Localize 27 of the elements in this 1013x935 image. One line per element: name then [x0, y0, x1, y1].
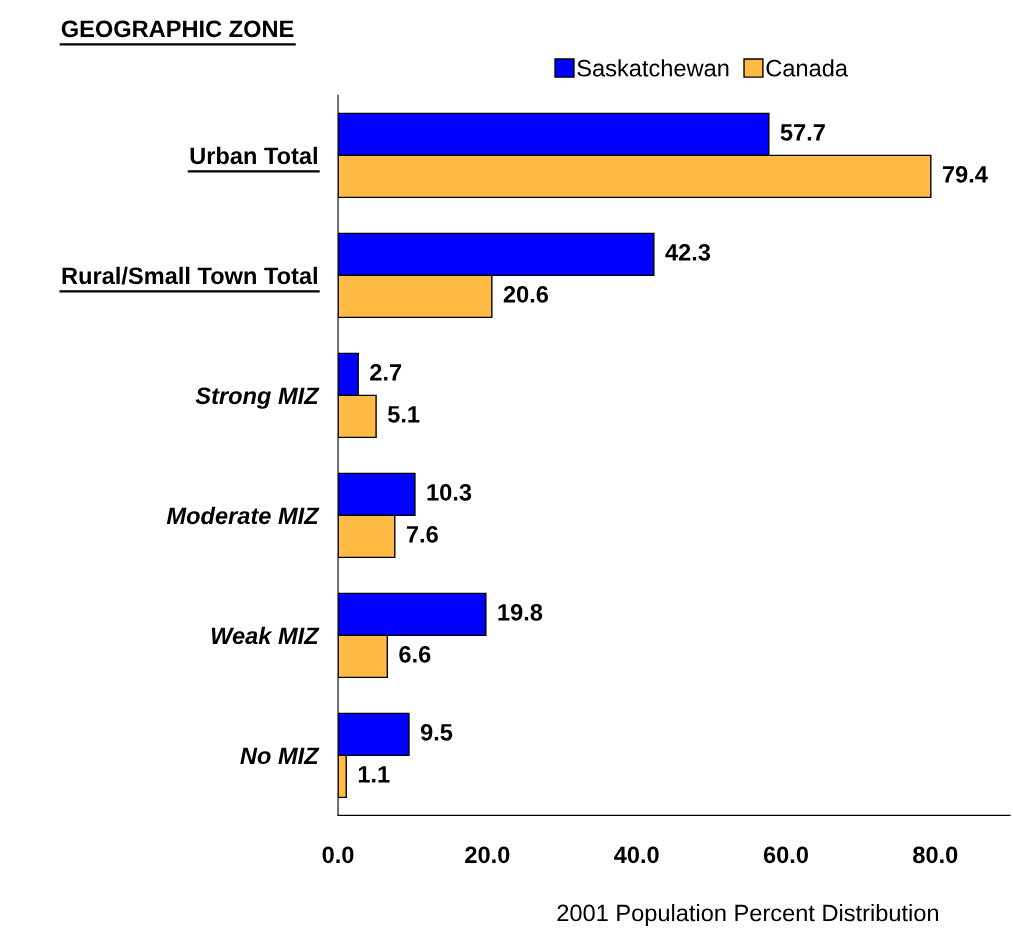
data-label: 20.6: [503, 285, 549, 303]
x-tick-label: 80.0: [913, 846, 958, 864]
data-label: 5.1: [387, 406, 420, 423]
data-label: 7.6: [406, 525, 438, 543]
data-label: 19.8: [498, 603, 543, 621]
data-label: 79.4: [942, 165, 988, 183]
x-tick-label: 20.0: [465, 846, 510, 864]
data-label: 42.3: [665, 243, 711, 261]
data-label: 10.3: [427, 483, 472, 501]
data-label: 2.7: [370, 363, 402, 381]
x-tick-label: 0.0: [322, 846, 354, 864]
chart-title: GEOGRAPHIC ZONE: [61, 20, 294, 38]
data-label: 6.6: [399, 645, 431, 663]
y-tick-label: Rural/Small Town Total: [62, 266, 317, 285]
x-tick-label: 40.0: [614, 846, 659, 864]
y-tick-label: Urban Total: [190, 146, 317, 165]
y-tick-label: Weak MIZ: [211, 626, 320, 645]
y-tick-label: Strong MIZ: [195, 387, 320, 409]
data-label: 9.5: [420, 723, 453, 741]
y-tick-label: Moderate MIZ: [166, 506, 320, 525]
y-tick-label: No MIZ: [240, 747, 320, 765]
legend-label: Canada: [766, 59, 848, 77]
x-tick-label: 60.0: [763, 846, 808, 864]
data-label: 1.1: [358, 766, 390, 783]
data-label: 57.7: [780, 124, 825, 141]
legend-label: Saskatchewan: [577, 59, 729, 77]
x-axis-title: 2001 Population Percent Distribution: [557, 904, 939, 927]
